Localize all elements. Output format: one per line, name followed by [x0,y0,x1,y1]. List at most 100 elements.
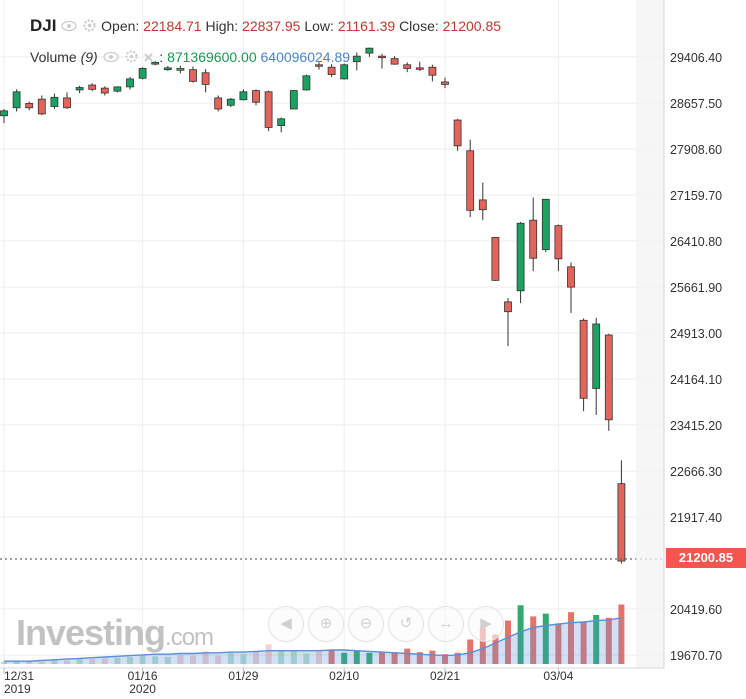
candle [327,64,336,78]
volume-ma-line [4,617,622,662]
candle-body [289,90,298,110]
y-tick-label: 27159.70 [670,189,722,203]
volume-bar [177,654,184,664]
volume-bar [580,622,587,664]
eye-icon[interactable] [61,19,78,35]
y-tick-label: 24164.10 [670,373,722,387]
volume-bar [1,661,7,664]
volume-bar [101,658,108,664]
candle-body [365,47,374,54]
candle [378,53,386,69]
volume-bar [467,639,474,664]
volume-bar [265,644,272,664]
candle-body [214,97,223,110]
candle [214,95,223,112]
low-value: 21161.39 [337,18,396,34]
scroll-right-button[interactable]: ▶ [468,606,504,642]
candlestick-series [0,47,626,564]
candle-body [25,103,34,109]
candle [617,460,626,564]
candle [441,77,449,89]
volume-bar [215,655,222,664]
candle-body [226,98,235,106]
candle-body [277,118,286,126]
zoom-in-button[interactable]: ⊕ [308,606,344,642]
scroll-left-button[interactable]: ◀ [268,606,304,642]
close-value: 21200.85 [442,18,502,34]
volume-value-1: 871369600.00 [167,49,257,65]
volume-bar [505,620,511,664]
candle [264,90,273,132]
volume-bar [278,650,285,664]
candle [126,77,134,90]
volume-bar [341,652,348,664]
candle-body [554,225,563,260]
candle-body [541,198,550,251]
volume-bar [89,659,96,664]
candle [541,198,550,253]
candle [340,63,349,80]
volume-bar [416,652,423,664]
candle-body [0,110,8,117]
gear-icon[interactable] [83,19,96,35]
volume-bar [517,605,524,664]
candle [302,74,311,91]
candle-body [88,84,97,90]
volume-bar [190,655,196,664]
candle [554,224,563,272]
x-tick-label: 02/21 [430,669,460,683]
volume-bar [114,657,121,664]
zoom-fit-button[interactable]: ↔ [428,606,464,642]
volume-bar [593,615,600,664]
candle [289,89,298,110]
volume-bar [568,612,574,664]
volume-bar [253,651,259,664]
volume-bar [542,613,549,664]
volume-bar [139,655,146,664]
candle [100,86,109,96]
volume-bars [1,604,625,664]
volume-bar [492,634,499,664]
candle [390,56,399,65]
candle-body [302,75,311,91]
candle-body [403,64,412,69]
candle-body [516,222,525,292]
volume-bar [51,659,58,664]
candle [0,108,8,124]
candle-body [390,58,399,65]
volume-bar [316,651,322,664]
volume-bar [13,660,20,664]
candle-body [529,219,538,259]
high-label: High: [205,18,239,34]
candle-body [478,199,487,211]
candle [453,118,462,151]
y-tick-label: 19670.70 [670,649,722,663]
candle [138,67,147,80]
volume-bar [26,661,33,664]
volume-period: (9) [80,49,98,65]
candle [88,83,97,92]
zoom-reset-button[interactable]: ↺ [388,606,424,642]
volume-bar [76,658,83,664]
investing-logo: Investing.com [16,612,214,653]
volume-bar [164,657,171,664]
y-tick-label: 25661.90 [670,281,722,295]
eye-icon[interactable] [102,50,119,66]
volume-bar [530,616,537,664]
close-icon[interactable] [143,50,154,66]
y-tick-label: 21917.40 [670,511,722,525]
x-tick-label: 12/31 [4,669,34,683]
x-tick-label: 01/29 [228,669,258,683]
candle-body [617,483,626,562]
candle [504,298,512,347]
zoom-out-button[interactable]: ⊖ [348,606,384,642]
volume-bar [152,656,159,664]
candle [239,89,248,101]
y-tick-label: 20419.60 [670,603,722,617]
gear-icon[interactable] [124,50,138,66]
candle-body [113,86,122,92]
candle [567,262,575,313]
candle-body [126,78,134,88]
